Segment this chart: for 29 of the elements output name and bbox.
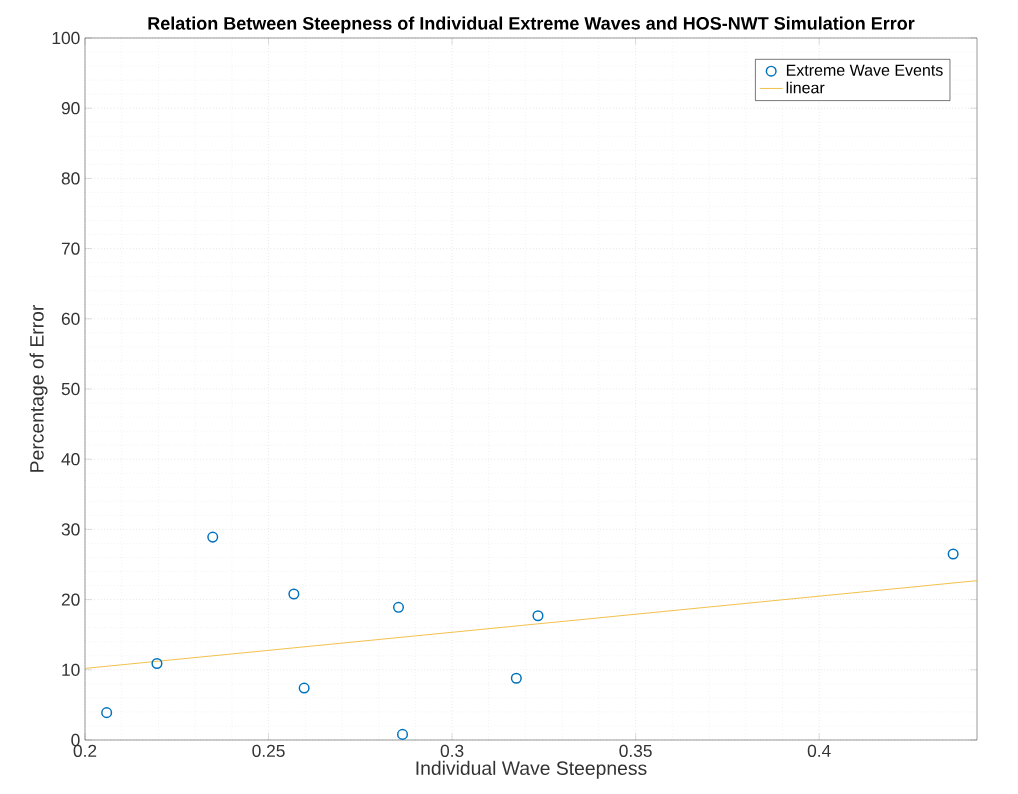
x-tick-label: 0.35 [619,744,652,757]
point [532,610,544,622]
y-tick-label: 40 [61,453,80,466]
x-axis-title: Individual Wave Steepness [416,760,647,779]
y-tick-label: 20 [61,593,80,606]
point [392,601,405,613]
point [298,682,310,694]
y-tick-label: 100 [52,31,80,45]
y-tick-label: 80 [61,172,80,185]
y-tick-label: 90 [61,102,80,115]
y-tick-label: 60 [61,312,80,325]
x-tick-label: 0.25 [252,744,285,757]
point [396,728,409,740]
x-tick-label: 0.4 [807,744,831,757]
point [947,548,959,560]
y-tick-label: 30 [61,523,80,536]
y-tick-label: 70 [61,242,80,255]
point [510,672,522,684]
legend-label: Extreme Wave Events [786,64,943,76]
point [207,531,219,543]
y-tick-label: 10 [62,663,80,676]
chart-title: Relation Between Steepness of Individual Extreme Waves and HOS-NWT Simulation Error [148,16,915,34]
y-tick-label: 50 [61,382,80,396]
point [101,707,113,719]
y-axis-title: Percentage of Error [29,304,48,472]
point [288,588,300,600]
point [151,657,163,670]
x-tick-label: 0.3 [440,744,464,757]
legend-label: linear [786,81,825,94]
